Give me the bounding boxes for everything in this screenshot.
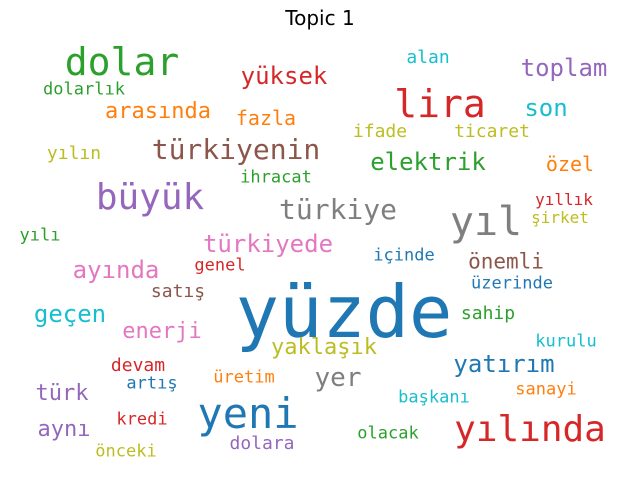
word-3: yıl [449,199,523,245]
word-27: ifade [352,121,408,142]
word-11: toplam [520,54,608,82]
word-32: sahip [460,303,516,324]
chart-title: Topic 1 [285,6,355,30]
word-37: ihracat [240,167,312,188]
word-15: türkiyede [202,230,334,258]
word-26: özel [545,152,595,176]
word-34: dolara [229,433,295,454]
word-35: olacak [357,423,419,444]
word-46: üretim [213,367,275,388]
word-13: yüksek [240,62,328,90]
word-4: lira [394,82,486,126]
word-7: büyük [95,177,205,218]
word-33: devam [110,355,166,376]
word-22: türk [35,381,89,406]
word-48: başkanı [398,387,470,408]
word-42: içinde [373,245,435,266]
word-19: arasında [105,99,211,124]
word-29: yılın [46,143,102,164]
word-12: son [524,94,568,122]
word-18: yatırım [453,350,555,378]
word-21: aynı [37,417,91,442]
word-8: türkiyenin [151,133,321,166]
word-47: sanayi [515,379,577,400]
word-6: yılında [454,409,606,450]
word-14: elektrik [370,148,486,176]
word-36: dolarlık [43,79,125,100]
word-30: alan [406,47,450,68]
word-40: yılı [19,225,61,246]
word-31: satış [150,281,206,302]
word-16: ayında [72,256,160,284]
word-9: türkiye [278,193,398,226]
word-5: dolar [64,40,180,84]
word-41: genel [194,255,246,276]
word-2: yeni [197,389,299,438]
word-25: fazla [235,106,297,130]
word-44: kurulu [535,331,597,352]
word-10: yer [314,363,362,393]
word-50: önceki [95,441,157,462]
word-38: yıllık [535,190,593,209]
word-45: artış [126,373,178,394]
word-23: enerji [122,319,202,344]
word-20: yaklaşık [271,335,377,360]
word-1: yüzde [235,270,453,354]
word-39: şirket [531,208,589,227]
word-17: geçen [33,300,107,328]
word-43: üzerinde [471,273,553,294]
word-49: kredi [116,409,168,430]
word-24: önemli [468,249,544,274]
word-28: ticaret [454,121,530,142]
